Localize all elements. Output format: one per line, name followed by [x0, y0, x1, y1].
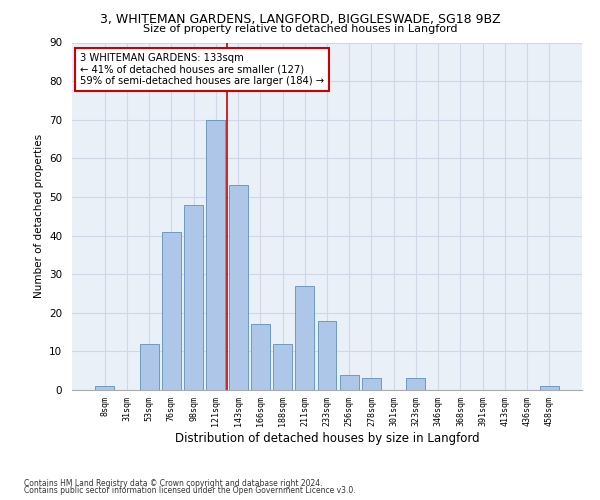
Bar	[540, 386, 559, 390]
Bar	[295, 286, 314, 390]
Bar	[229, 186, 248, 390]
Text: Contains HM Land Registry data © Crown copyright and database right 2024.: Contains HM Land Registry data © Crown c…	[24, 478, 323, 488]
Text: Size of property relative to detached houses in Langford: Size of property relative to detached ho…	[143, 24, 457, 34]
Bar	[251, 324, 270, 390]
Text: Contains public sector information licensed under the Open Government Licence v3: Contains public sector information licen…	[24, 486, 356, 495]
Bar	[184, 204, 203, 390]
X-axis label: Distribution of detached houses by size in Langford: Distribution of detached houses by size …	[175, 432, 479, 445]
Bar	[206, 120, 225, 390]
Y-axis label: Number of detached properties: Number of detached properties	[34, 134, 44, 298]
Bar	[140, 344, 158, 390]
Bar	[273, 344, 292, 390]
Bar	[317, 320, 337, 390]
Bar	[95, 386, 114, 390]
Bar	[406, 378, 425, 390]
Bar	[340, 374, 359, 390]
Text: 3, WHITEMAN GARDENS, LANGFORD, BIGGLESWADE, SG18 9BZ: 3, WHITEMAN GARDENS, LANGFORD, BIGGLESWA…	[100, 12, 500, 26]
Bar	[362, 378, 381, 390]
Bar	[162, 232, 181, 390]
Text: 3 WHITEMAN GARDENS: 133sqm
← 41% of detached houses are smaller (127)
59% of sem: 3 WHITEMAN GARDENS: 133sqm ← 41% of deta…	[80, 53, 324, 86]
